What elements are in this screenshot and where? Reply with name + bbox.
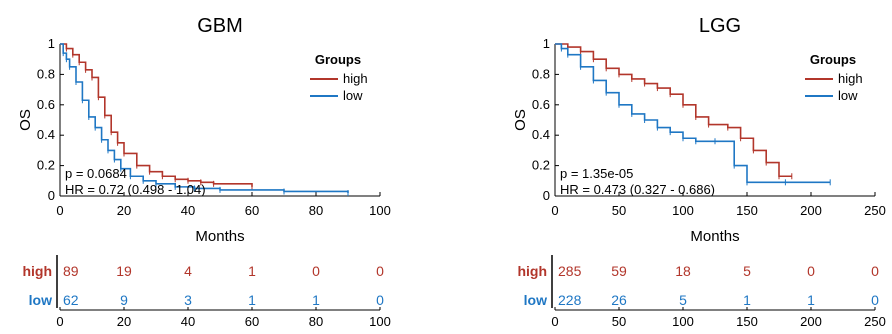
risk-value: 4 <box>184 263 192 279</box>
risk-value: 89 <box>63 263 79 279</box>
chart-title: LGG <box>699 15 741 37</box>
stat-annotation: p = 1.35e-05 <box>560 166 633 181</box>
series-line-high <box>555 43 792 178</box>
risk-value: 5 <box>679 292 687 308</box>
y-tick-label: 1 <box>543 36 550 51</box>
risk-value: 0 <box>376 292 384 308</box>
y-axis-label: OS <box>17 109 34 131</box>
y-tick-label: 0.2 <box>532 158 550 173</box>
y-tick-label: 0.4 <box>37 127 55 142</box>
legend-title: Groups <box>315 52 361 67</box>
legend-label-low: low <box>838 88 858 103</box>
risk-row-label-low: low <box>524 292 547 308</box>
legend-label-high: high <box>838 71 863 86</box>
risk-value: 5 <box>743 263 751 279</box>
x-axis-label: Months <box>195 228 244 245</box>
risk-value: 1 <box>248 263 256 279</box>
risk-value: 9 <box>120 292 128 308</box>
risk-axis-tick-label: 0 <box>56 314 63 329</box>
risk-value: 1 <box>743 292 751 308</box>
y-tick-label: 0 <box>543 188 550 203</box>
risk-axis-tick-label: 100 <box>369 314 391 329</box>
x-tick-label: 100 <box>672 203 694 218</box>
x-tick-label: 80 <box>309 203 323 218</box>
risk-value: 0 <box>807 263 815 279</box>
risk-axis-tick-label: 50 <box>612 314 626 329</box>
y-tick-label: 0.8 <box>532 66 550 81</box>
x-tick-label: 150 <box>736 203 758 218</box>
risk-value: 1 <box>248 292 256 308</box>
y-tick-label: 0.6 <box>532 97 550 112</box>
stat-annotation: HR = 0.72 (0.498 - 1.04) <box>65 182 206 197</box>
risk-value: 3 <box>184 292 192 308</box>
chart-title: GBM <box>197 15 243 37</box>
x-tick-label: 20 <box>117 203 131 218</box>
risk-axis-tick-label: 40 <box>181 314 195 329</box>
x-tick-label: 0 <box>56 203 63 218</box>
risk-axis-tick-label: 250 <box>864 314 886 329</box>
y-axis-label: OS <box>512 109 529 131</box>
risk-axis-tick-label: 150 <box>736 314 758 329</box>
legend-label-high: high <box>343 71 368 86</box>
risk-value: 19 <box>116 263 132 279</box>
y-tick-label: 0.6 <box>37 97 55 112</box>
x-tick-label: 200 <box>800 203 822 218</box>
risk-value: 1 <box>312 292 320 308</box>
risk-value: 0 <box>376 263 384 279</box>
risk-value: 62 <box>63 292 79 308</box>
x-tick-label: 50 <box>612 203 626 218</box>
risk-row-label-high: high <box>22 263 52 279</box>
risk-value: 26 <box>611 292 627 308</box>
x-tick-label: 100 <box>369 203 391 218</box>
risk-value: 228 <box>558 292 582 308</box>
y-tick-label: 0.8 <box>37 66 55 81</box>
x-axis-label: Months <box>690 228 739 245</box>
risk-value: 0 <box>312 263 320 279</box>
risk-value: 285 <box>558 263 582 279</box>
x-tick-label: 250 <box>864 203 886 218</box>
x-tick-label: 60 <box>245 203 259 218</box>
series-line-low <box>555 43 831 184</box>
x-tick-label: 40 <box>181 203 195 218</box>
risk-value: 59 <box>611 263 627 279</box>
risk-row-label-high: high <box>517 263 547 279</box>
x-tick-label: 0 <box>551 203 558 218</box>
y-tick-label: 0 <box>48 188 55 203</box>
risk-axis-tick-label: 20 <box>117 314 131 329</box>
y-tick-label: 1 <box>48 36 55 51</box>
risk-value: 0 <box>871 263 879 279</box>
risk-axis-tick-label: 100 <box>672 314 694 329</box>
legend-label-low: low <box>343 88 363 103</box>
stat-annotation: HR = 0.473 (0.327 - 0.686) <box>560 182 715 197</box>
risk-axis-tick-label: 200 <box>800 314 822 329</box>
risk-value: 1 <box>807 292 815 308</box>
stat-annotation: p = 0.0684 <box>65 166 127 181</box>
legend-title: Groups <box>810 52 856 67</box>
risk-axis-tick-label: 80 <box>309 314 323 329</box>
risk-row-label-low: low <box>29 292 52 308</box>
risk-axis-tick-label: 0 <box>551 314 558 329</box>
y-tick-label: 0.4 <box>532 127 550 142</box>
risk-axis-tick-label: 60 <box>245 314 259 329</box>
y-tick-label: 0.2 <box>37 158 55 173</box>
risk-value: 18 <box>675 263 691 279</box>
risk-value: 0 <box>871 292 879 308</box>
